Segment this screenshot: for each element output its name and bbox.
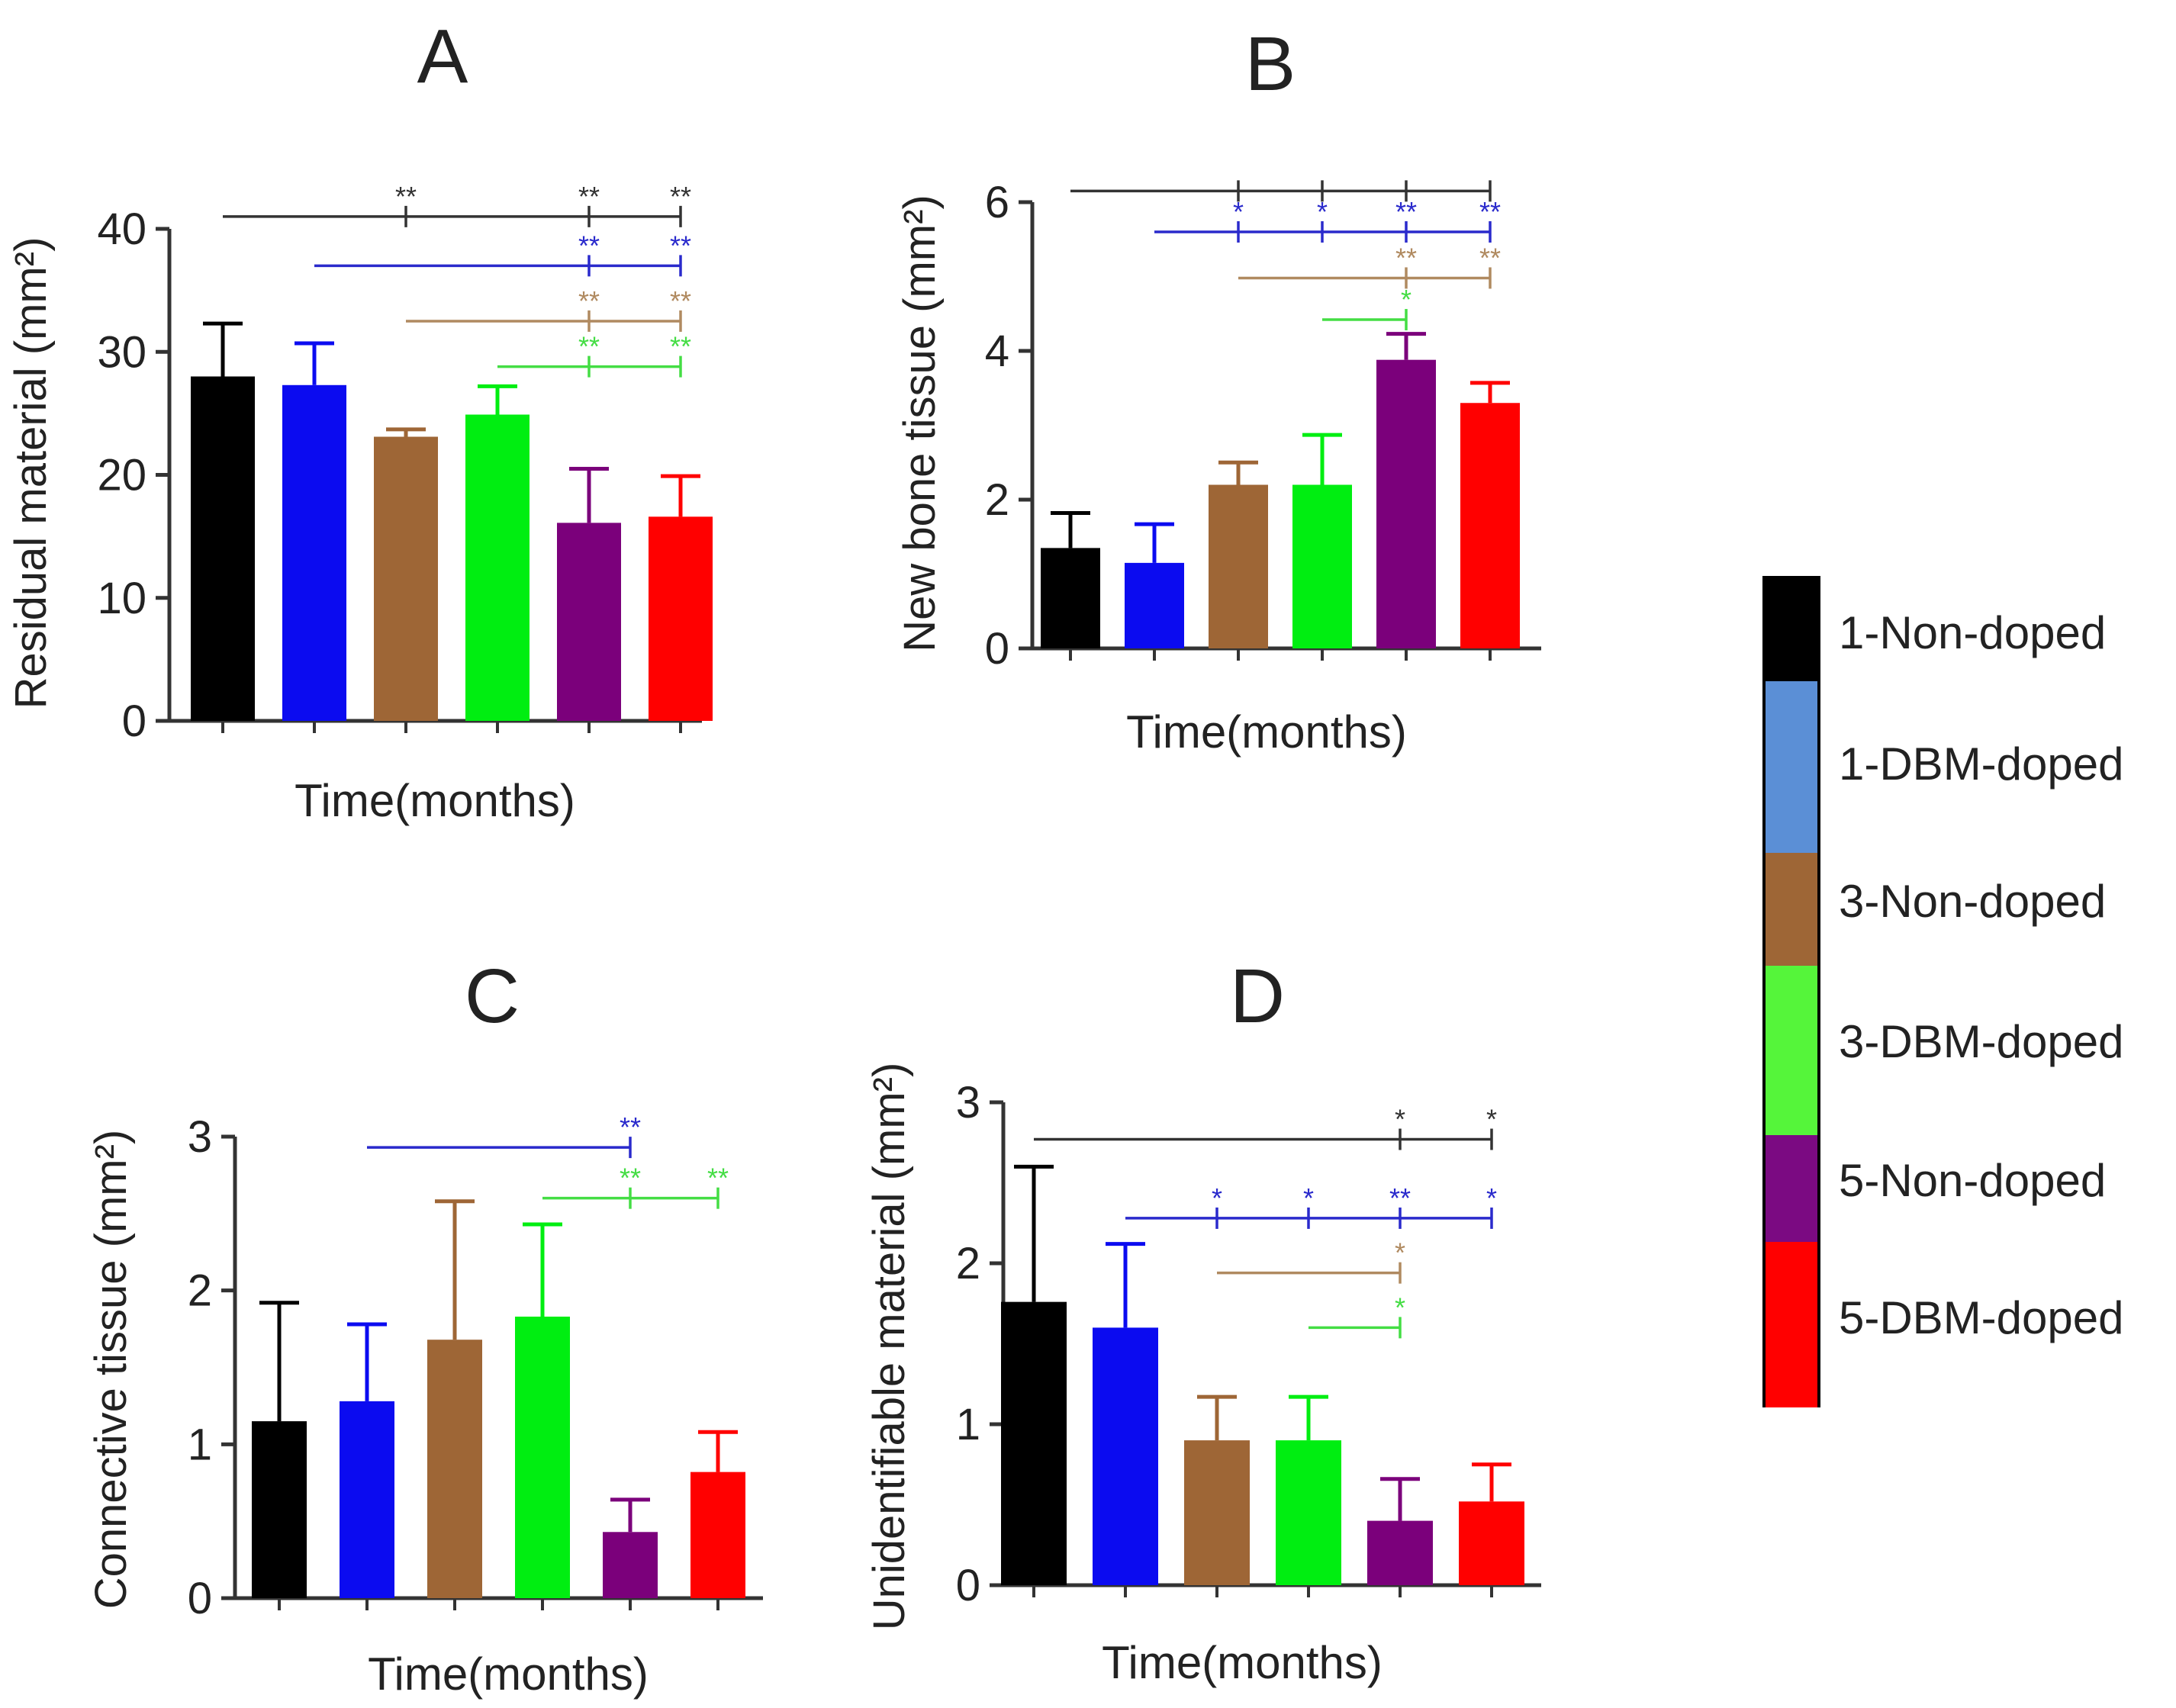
legend-swatch <box>1762 681 1820 853</box>
bar <box>1209 484 1268 648</box>
bar <box>191 376 255 721</box>
y-tick-label: 2 <box>188 1266 212 1316</box>
significance-star: ** <box>707 1163 729 1194</box>
legend-swatch <box>1762 1242 1820 1407</box>
significance-star: ** <box>1479 196 1501 227</box>
y-axis-label: New bone tissue (mm²) <box>895 195 945 651</box>
bar <box>603 1532 658 1598</box>
bar <box>1367 1520 1433 1585</box>
significance-star: ** <box>395 181 417 212</box>
bar <box>1093 1327 1158 1585</box>
x-axis-label: Time(months) <box>295 775 575 826</box>
legend-label: 3-DBM-doped <box>1839 1016 2124 1067</box>
legend-swatch <box>1762 1135 1820 1242</box>
significance-star: ** <box>670 285 691 317</box>
bar <box>1276 1440 1341 1585</box>
bar <box>465 414 530 721</box>
significance-star: * <box>1395 1237 1405 1269</box>
y-axis-label: Residual material (mm²) <box>6 237 56 709</box>
legend-label: 5-DBM-doped <box>1839 1292 2124 1343</box>
legend-label: 5-Non-doped <box>1839 1155 2107 1206</box>
significance-star: ** <box>620 1111 641 1143</box>
significance-star: * <box>1317 196 1328 227</box>
y-tick-label: 0 <box>122 696 146 746</box>
bar <box>690 1472 745 1598</box>
significance-star: * <box>1303 1182 1314 1214</box>
bar <box>1125 562 1184 648</box>
significance-star: * <box>1395 1291 1405 1323</box>
y-axis-label: Unidentifiable material (mm²) <box>864 1063 914 1631</box>
y-tick-label: 40 <box>97 204 146 254</box>
bar <box>1460 403 1520 648</box>
panel-title: B <box>1245 21 1296 107</box>
bar <box>374 436 438 721</box>
panel-title: C <box>465 954 520 1039</box>
significance-star: ** <box>670 230 691 261</box>
bar <box>1376 359 1436 648</box>
bar <box>282 384 346 721</box>
panel-a: A 0 10 20 30 40 ** ** ** ** ** ** ** ** ** Time(months)… <box>6 14 713 826</box>
y-tick-label: 2 <box>956 1239 980 1288</box>
y-tick-label: 0 <box>188 1574 212 1623</box>
y-axis-label: Connective tissue (mm²) <box>86 1130 136 1609</box>
bar <box>1459 1501 1524 1585</box>
significance-star: ** <box>670 181 691 212</box>
bar <box>649 516 713 721</box>
y-tick-label: 6 <box>985 178 1009 227</box>
bar <box>515 1316 570 1598</box>
bar <box>340 1401 394 1598</box>
significance-star: * <box>1212 1182 1222 1214</box>
panel-title: D <box>1230 954 1285 1039</box>
bar <box>1001 1301 1067 1585</box>
panel-c: C 0 1 2 3 ** ** ** Time(months) Connective tissue… <box>86 954 763 1700</box>
significance-star: ** <box>1479 242 1501 273</box>
significance-star: ** <box>1389 1182 1411 1214</box>
significance-star: * <box>1233 196 1244 227</box>
legend-label: 3-Non-doped <box>1839 876 2107 927</box>
significance-star: ** <box>578 331 600 362</box>
x-axis-label: Time(months) <box>368 1648 649 1700</box>
bar <box>1041 548 1100 648</box>
significance-star: * <box>1486 1104 1497 1135</box>
bar <box>557 523 621 721</box>
bar <box>1292 484 1352 648</box>
significance-star: ** <box>670 331 691 362</box>
y-tick-label: 30 <box>97 327 146 377</box>
significance-star: * <box>1486 1182 1497 1214</box>
significance-star: ** <box>578 230 600 261</box>
legend: 1-Non-doped 1-DBM-doped 3-Non-doped 3-DB… <box>1762 576 2174 1407</box>
bar <box>427 1340 482 1598</box>
y-tick-label: 1 <box>188 1420 212 1469</box>
significance-star: ** <box>578 181 600 212</box>
legend-swatch <box>1762 853 1820 966</box>
bar <box>1184 1440 1250 1585</box>
y-tick-label: 4 <box>985 326 1009 376</box>
legend-swatch <box>1762 576 1820 681</box>
significance-star: ** <box>620 1163 641 1194</box>
x-axis-label: Time(months) <box>1126 706 1407 758</box>
y-tick-label: 3 <box>188 1112 212 1162</box>
y-tick-label: 2 <box>985 475 1009 525</box>
y-tick-label: 0 <box>956 1561 980 1610</box>
panel-title: A <box>417 14 468 99</box>
legend-label: 1-DBM-doped <box>1839 738 2124 790</box>
significance-star: * <box>1401 284 1412 315</box>
y-tick-label: 1 <box>956 1400 980 1449</box>
y-tick-label: 0 <box>985 624 1009 674</box>
significance-star: ** <box>1395 242 1417 273</box>
y-tick-label: 3 <box>956 1078 980 1127</box>
significance-star: ** <box>578 285 600 317</box>
x-axis-label: Time(months) <box>1102 1637 1383 1688</box>
significance-star: * <box>1395 1104 1405 1135</box>
legend-swatch <box>1762 966 1820 1135</box>
legend-label: 1-Non-doped <box>1839 607 2107 658</box>
bar <box>252 1421 307 1598</box>
significance-star: ** <box>1395 196 1417 227</box>
y-tick-label: 10 <box>97 574 146 623</box>
y-tick-label: 20 <box>97 451 146 500</box>
